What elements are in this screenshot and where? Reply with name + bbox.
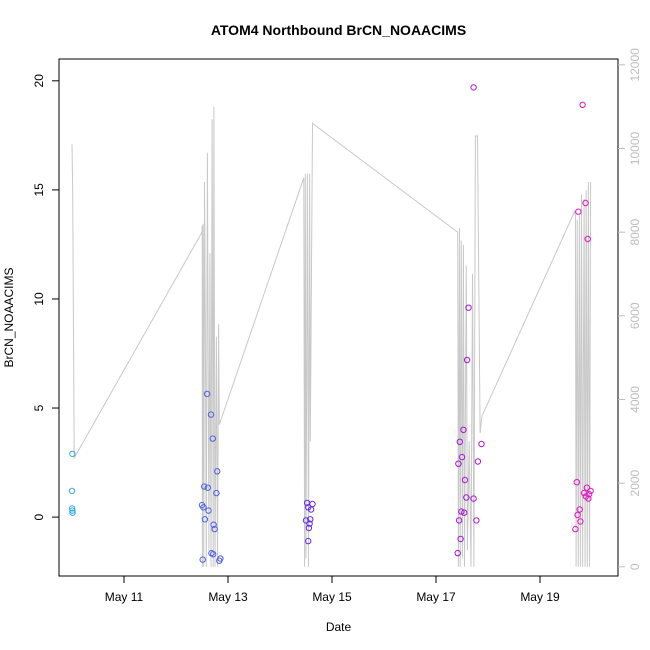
data-point <box>455 517 463 524</box>
y2-tick-label: 0 <box>628 563 642 570</box>
data-point <box>473 517 480 524</box>
x-tick-label: May 17 <box>416 590 456 604</box>
y-tick-label: 20 <box>32 74 46 88</box>
data-point <box>203 390 211 398</box>
data-point <box>213 489 220 497</box>
data-point <box>575 208 582 215</box>
data-point <box>463 494 470 501</box>
altitude-series-layer <box>71 106 592 567</box>
y-axis-right: 0 2000 4000 6000 8000 10000 12000 <box>618 48 642 570</box>
data-point <box>583 484 591 491</box>
data-point <box>210 551 217 558</box>
data-point <box>207 411 215 418</box>
data-point <box>461 509 468 516</box>
data-point <box>305 524 313 532</box>
data-point <box>201 483 208 490</box>
y2-tick-label: 2000 <box>628 469 642 496</box>
data-point <box>587 487 594 495</box>
data-point <box>205 507 212 514</box>
data-point <box>210 521 217 528</box>
data-point <box>216 557 223 564</box>
y2-tick-label: 4000 <box>628 386 642 413</box>
data-point <box>470 84 477 91</box>
data-point <box>211 525 218 533</box>
y-tick-label: 5 <box>32 404 46 411</box>
x-axis-label: Date <box>326 620 352 634</box>
data-point <box>460 426 467 433</box>
data-point <box>457 535 464 543</box>
data-point <box>307 516 314 523</box>
y-axis-label: BrCN_NOAACIMS <box>2 267 16 367</box>
data-point <box>69 505 76 512</box>
data-point <box>69 507 76 514</box>
y2-tick-label: 10000 <box>628 132 642 166</box>
data-point <box>474 458 482 465</box>
data-point <box>68 487 76 495</box>
data-point <box>455 460 462 467</box>
data-point <box>465 304 472 311</box>
data-point <box>69 450 76 457</box>
plot-frame <box>58 58 619 577</box>
data-point <box>200 504 207 511</box>
x-tick-label: May 13 <box>208 590 248 604</box>
data-point <box>456 438 463 445</box>
data-point <box>573 479 580 486</box>
data-point <box>577 518 584 525</box>
data-point <box>478 440 485 448</box>
data-point <box>579 101 586 109</box>
data-point <box>458 508 465 515</box>
y2-tick-label: 6000 <box>628 302 642 329</box>
data-point <box>69 509 76 516</box>
y2-tick-label: 12000 <box>628 48 642 82</box>
data-point <box>585 495 592 502</box>
data-point <box>199 556 206 563</box>
x-tick-label: May 11 <box>105 590 144 604</box>
y-tick-label: 15 <box>32 183 46 197</box>
y-tick-label: 10 <box>32 292 46 306</box>
data-point <box>461 476 469 484</box>
y-tick-label: 0 <box>32 513 46 520</box>
data-point <box>454 549 461 557</box>
x-axis: May 11 May 13 May 15 May 17 May 19 <box>105 576 560 604</box>
data-point <box>305 537 312 545</box>
y-axis-left: 0 5 10 15 20 <box>32 74 60 520</box>
data-point <box>214 468 221 475</box>
data-point <box>463 356 471 364</box>
data-point <box>204 484 212 491</box>
data-point <box>572 525 579 533</box>
data-point <box>576 506 583 513</box>
x-tick-label: May 15 <box>312 590 352 604</box>
data-point <box>458 453 466 461</box>
altitude-line <box>71 106 592 567</box>
chart-title: ATOM4 Northbound BrCN_NOAACIMS <box>211 22 466 38</box>
y2-tick-label: 8000 <box>628 218 642 245</box>
data-point <box>306 520 313 527</box>
data-point <box>574 511 581 519</box>
data-point <box>584 235 591 243</box>
data-point <box>302 517 310 524</box>
data-point <box>201 516 209 523</box>
data-point <box>470 495 477 502</box>
data-points-layer <box>68 84 594 564</box>
data-point <box>307 506 315 513</box>
data-point <box>582 199 589 207</box>
data-point <box>209 435 217 442</box>
x-tick-label: May 19 <box>520 590 560 604</box>
